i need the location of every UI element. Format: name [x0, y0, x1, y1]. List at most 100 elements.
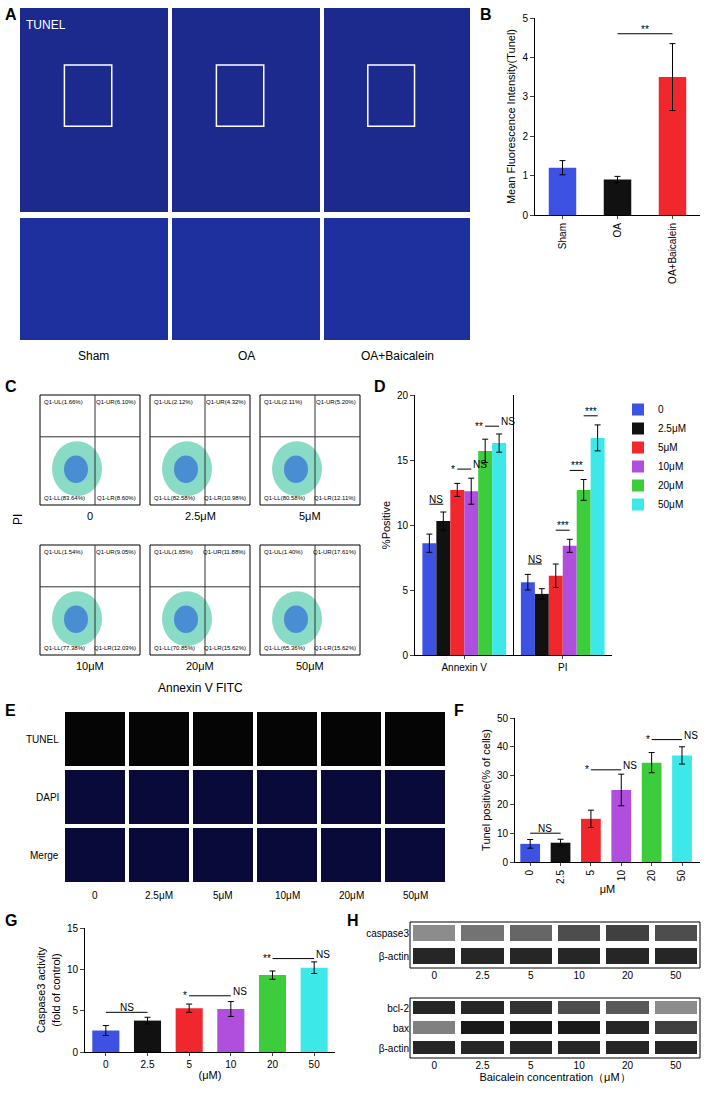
- svg-text:5: 5: [528, 970, 534, 981]
- svg-text:2.5: 2.5: [476, 1060, 490, 1071]
- svg-text:(μM): (μM): [199, 1069, 222, 1081]
- svg-text:15: 15: [397, 455, 409, 466]
- svg-text:Q1-LL(70.85%): Q1-LL(70.85%): [154, 645, 195, 651]
- svg-text:10: 10: [225, 1059, 237, 1070]
- svg-text:*: *: [585, 764, 589, 775]
- svg-text:Q1-LR(12.11%): Q1-LR(12.11%): [314, 495, 356, 501]
- svg-text:Q1-LL(82.58%): Q1-LL(82.58%): [154, 495, 195, 501]
- svg-text:20: 20: [622, 1060, 634, 1071]
- svg-text:*: *: [183, 990, 187, 1001]
- svg-text:PI: PI: [11, 514, 25, 525]
- svg-text:40: 40: [497, 741, 509, 752]
- svg-text:2: 2: [522, 131, 528, 142]
- svg-text:***: ***: [557, 520, 569, 531]
- svg-text:Annexin V FITC: Annexin V FITC: [158, 681, 243, 695]
- svg-text:Q1-UL(2.12%): Q1-UL(2.12%): [154, 399, 193, 405]
- svg-text:NS: NS: [623, 760, 637, 771]
- svg-text:C: C: [5, 378, 17, 395]
- svg-text:β-actin: β-actin: [379, 951, 409, 962]
- svg-text:Q1-LR(10.98%): Q1-LR(10.98%): [204, 495, 246, 501]
- svg-text:β-actin: β-actin: [379, 1043, 409, 1054]
- svg-text:Q1-LR(15.62%): Q1-LR(15.62%): [204, 645, 246, 651]
- svg-text:Annexin V: Annexin V: [441, 662, 487, 673]
- svg-text:20: 20: [646, 870, 657, 882]
- svg-text:20μM: 20μM: [186, 660, 214, 672]
- svg-text:5: 5: [585, 870, 596, 876]
- svg-text:NS: NS: [528, 554, 542, 565]
- svg-text:**: **: [641, 24, 649, 35]
- svg-text:*: *: [451, 464, 455, 475]
- svg-text:20μM: 20μM: [658, 480, 683, 491]
- svg-text:Q1-UR(11.88%): Q1-UR(11.88%): [203, 549, 246, 555]
- svg-text:E: E: [5, 702, 16, 719]
- svg-text:Q1-UR(9.05%): Q1-UR(9.05%): [96, 549, 136, 555]
- svg-text:caspase3: caspase3: [366, 928, 409, 939]
- svg-text:4: 4: [522, 52, 528, 63]
- svg-text:NS: NS: [233, 986, 247, 997]
- svg-text:Baicalein concentration（μM）: Baicalein concentration（μM）: [479, 1071, 630, 1083]
- svg-text:F: F: [454, 702, 464, 719]
- svg-text:20: 20: [622, 970, 634, 981]
- svg-text:0: 0: [92, 890, 98, 901]
- svg-text:0: 0: [103, 1059, 109, 1070]
- svg-text:Q1-LR(15.62%): Q1-LR(15.62%): [314, 645, 356, 651]
- svg-text:50μM: 50μM: [403, 890, 428, 901]
- svg-text:H: H: [347, 912, 359, 929]
- svg-text:DAPI: DAPI: [36, 792, 59, 803]
- svg-text:Merge: Merge: [30, 850, 59, 861]
- svg-text:**: **: [263, 953, 271, 964]
- svg-text:5: 5: [72, 1005, 78, 1016]
- svg-text:50μM: 50μM: [296, 660, 324, 672]
- svg-text:30: 30: [497, 770, 509, 781]
- svg-text:Q1-LL(80.58%): Q1-LL(80.58%): [264, 495, 305, 501]
- svg-text:NS: NS: [120, 1002, 134, 1013]
- svg-text:μM: μM: [600, 883, 616, 895]
- svg-text:Q1-UR(4.32%): Q1-UR(4.32%): [206, 399, 246, 405]
- svg-text:1: 1: [522, 170, 528, 181]
- svg-text:***: ***: [585, 406, 597, 417]
- svg-text:OA: OA: [238, 349, 255, 363]
- svg-text:TUNEL: TUNEL: [26, 734, 59, 745]
- svg-text:15: 15: [67, 923, 79, 934]
- svg-text:5: 5: [528, 1060, 534, 1071]
- svg-text:2.5μM: 2.5μM: [185, 510, 216, 522]
- svg-text:2.5: 2.5: [555, 870, 566, 884]
- svg-text:B: B: [480, 6, 492, 23]
- svg-text:5: 5: [186, 1059, 192, 1070]
- svg-text:Q1-UL(1.54%): Q1-UL(1.54%): [44, 549, 83, 555]
- svg-text:20: 20: [267, 1059, 279, 1070]
- svg-text:Q1-LL(77.38%): Q1-LL(77.38%): [44, 645, 85, 651]
- svg-text:A: A: [5, 6, 17, 23]
- svg-text:20: 20: [497, 799, 509, 810]
- svg-text:50: 50: [497, 713, 509, 724]
- svg-text:Sham: Sham: [557, 223, 568, 249]
- svg-text:Q1-LR(8.60%): Q1-LR(8.60%): [97, 495, 136, 501]
- svg-text:Q1-UL(1.40%): Q1-UL(1.40%): [264, 549, 303, 555]
- svg-text:10: 10: [397, 520, 409, 531]
- svg-text:0: 0: [72, 1047, 78, 1058]
- svg-text:2.5μM: 2.5μM: [658, 423, 686, 434]
- svg-text:50: 50: [309, 1059, 321, 1070]
- svg-text:2.5μM: 2.5μM: [145, 890, 173, 901]
- svg-text:10: 10: [574, 970, 586, 981]
- svg-text:Mean Fluorescence Intensity(Tu: Mean Fluorescence Intensity(Tunel): [505, 29, 517, 204]
- svg-text:Q1-UL(2.11%): Q1-UL(2.11%): [264, 399, 302, 405]
- svg-text:10μM: 10μM: [76, 660, 104, 672]
- svg-text:Q1-UR(5.20%): Q1-UR(5.20%): [316, 399, 356, 405]
- svg-text:50: 50: [676, 870, 687, 882]
- svg-text:5: 5: [522, 13, 528, 24]
- svg-text:NS: NS: [473, 459, 487, 470]
- svg-text:Tunel positive(% of cells): Tunel positive(% of cells): [480, 729, 492, 851]
- svg-text:bcl-2: bcl-2: [387, 1003, 409, 1014]
- svg-text:0: 0: [431, 1060, 437, 1071]
- svg-text:5μM: 5μM: [213, 890, 233, 901]
- svg-text:NS: NS: [538, 823, 552, 834]
- svg-text:NS: NS: [501, 416, 515, 427]
- svg-text:2.5: 2.5: [476, 970, 490, 981]
- svg-text:bax: bax: [393, 1023, 409, 1034]
- svg-text:*: *: [646, 734, 650, 745]
- svg-text:2.5: 2.5: [141, 1059, 155, 1070]
- svg-text:10μM: 10μM: [275, 890, 300, 901]
- svg-text:OA+Baicalein: OA+Baicalein: [667, 223, 678, 284]
- svg-text:Q1-LR(12.03%): Q1-LR(12.03%): [94, 645, 136, 651]
